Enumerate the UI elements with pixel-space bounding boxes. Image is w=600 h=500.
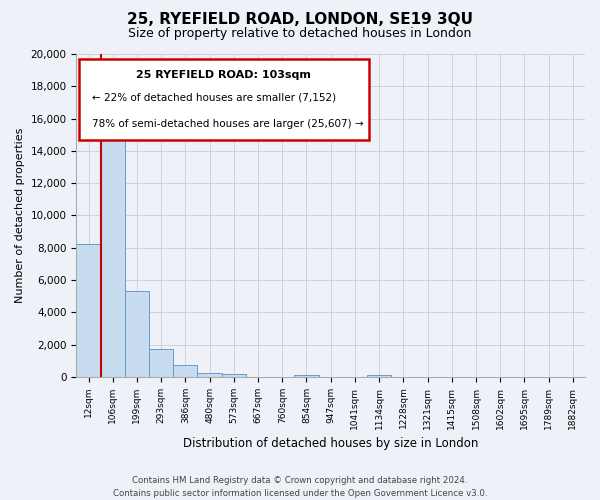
Text: Contains HM Land Registry data © Crown copyright and database right 2024.
Contai: Contains HM Land Registry data © Crown c… bbox=[113, 476, 487, 498]
Text: 25 RYEFIELD ROAD: 103sqm: 25 RYEFIELD ROAD: 103sqm bbox=[136, 70, 311, 80]
Y-axis label: Number of detached properties: Number of detached properties bbox=[15, 128, 25, 303]
Bar bbox=[76, 244, 101, 377]
Bar bbox=[295, 375, 319, 377]
Text: ← 22% of detached houses are smaller (7,152): ← 22% of detached houses are smaller (7,… bbox=[92, 92, 336, 102]
Bar bbox=[222, 374, 246, 377]
Text: 25, RYEFIELD ROAD, LONDON, SE19 3QU: 25, RYEFIELD ROAD, LONDON, SE19 3QU bbox=[127, 12, 473, 28]
FancyBboxPatch shape bbox=[79, 59, 369, 140]
Bar bbox=[101, 108, 125, 377]
Bar bbox=[149, 348, 173, 377]
Bar bbox=[173, 364, 197, 377]
Text: 78% of semi-detached houses are larger (25,607) →: 78% of semi-detached houses are larger (… bbox=[92, 118, 363, 128]
X-axis label: Distribution of detached houses by size in London: Distribution of detached houses by size … bbox=[183, 437, 478, 450]
Text: Size of property relative to detached houses in London: Size of property relative to detached ho… bbox=[128, 28, 472, 40]
Bar bbox=[367, 375, 391, 377]
Bar bbox=[125, 292, 149, 377]
Bar bbox=[197, 373, 222, 377]
